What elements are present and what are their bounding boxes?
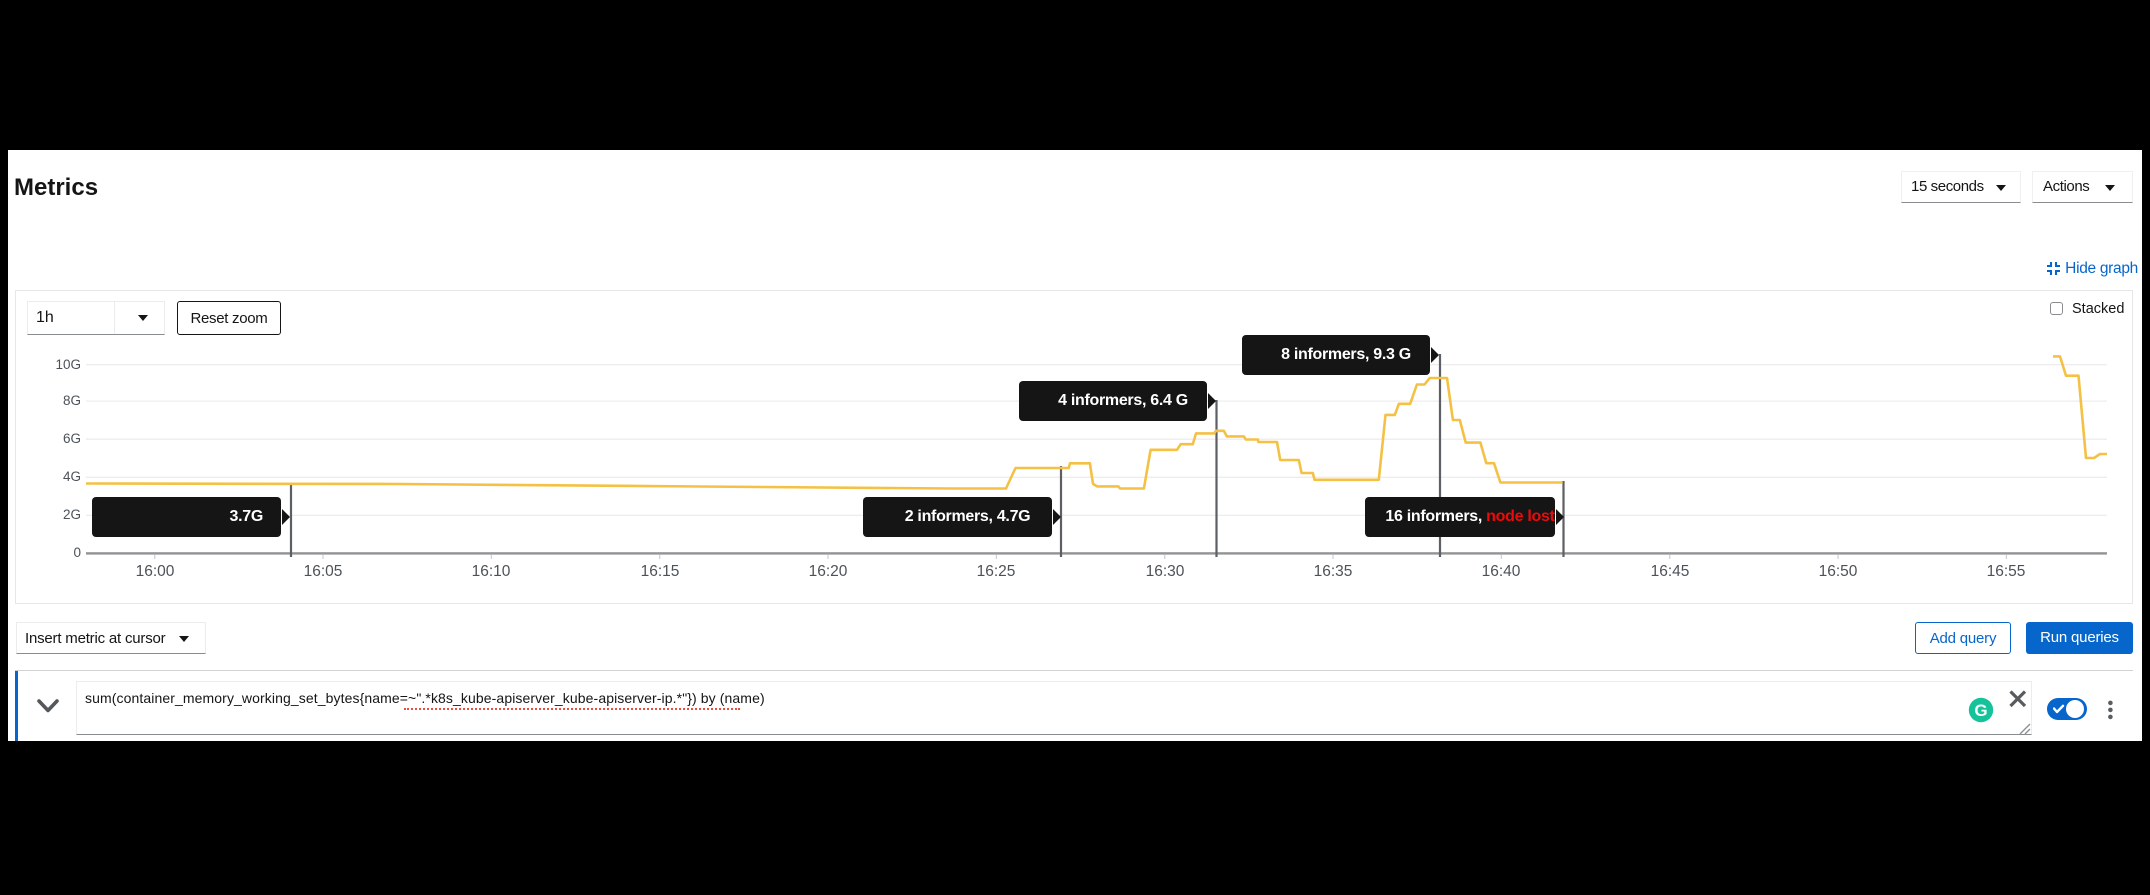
svg-text:G: G — [1974, 701, 1987, 720]
